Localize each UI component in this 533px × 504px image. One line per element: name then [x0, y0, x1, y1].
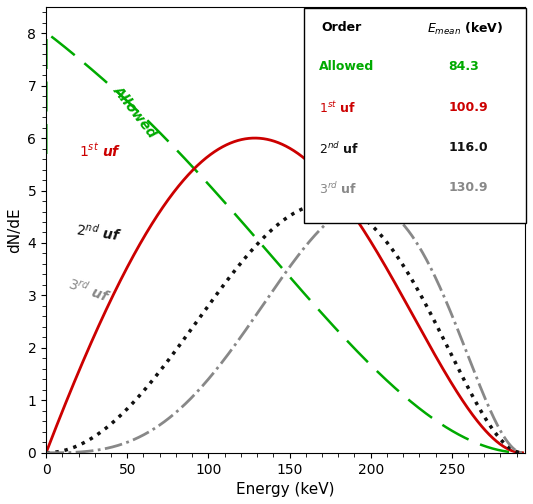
Text: $E_{mean}$ (keV): $E_{mean}$ (keV)	[427, 21, 503, 37]
Text: $1^{st}$ uf: $1^{st}$ uf	[78, 143, 121, 160]
Text: $3^{rd}$ uf: $3^{rd}$ uf	[319, 181, 357, 197]
Text: Order: Order	[321, 21, 361, 34]
FancyBboxPatch shape	[304, 8, 526, 223]
Text: $3^{rd}$ uf: $3^{rd}$ uf	[66, 274, 113, 306]
Y-axis label: dN/dE: dN/dE	[7, 207, 22, 253]
Text: $2^{nd}$ uf: $2^{nd}$ uf	[75, 220, 123, 244]
Text: Allowed: Allowed	[319, 60, 374, 74]
Text: $1^{st}$ uf: $1^{st}$ uf	[319, 101, 356, 116]
Text: 100.9: 100.9	[448, 101, 488, 113]
X-axis label: Energy (keV): Energy (keV)	[236, 482, 335, 497]
Text: 116.0: 116.0	[448, 141, 488, 154]
Text: 130.9: 130.9	[448, 181, 488, 194]
Text: $2^{nd}$ uf: $2^{nd}$ uf	[319, 141, 359, 157]
Text: 84.3: 84.3	[448, 60, 479, 74]
Text: Allowed: Allowed	[111, 83, 160, 141]
